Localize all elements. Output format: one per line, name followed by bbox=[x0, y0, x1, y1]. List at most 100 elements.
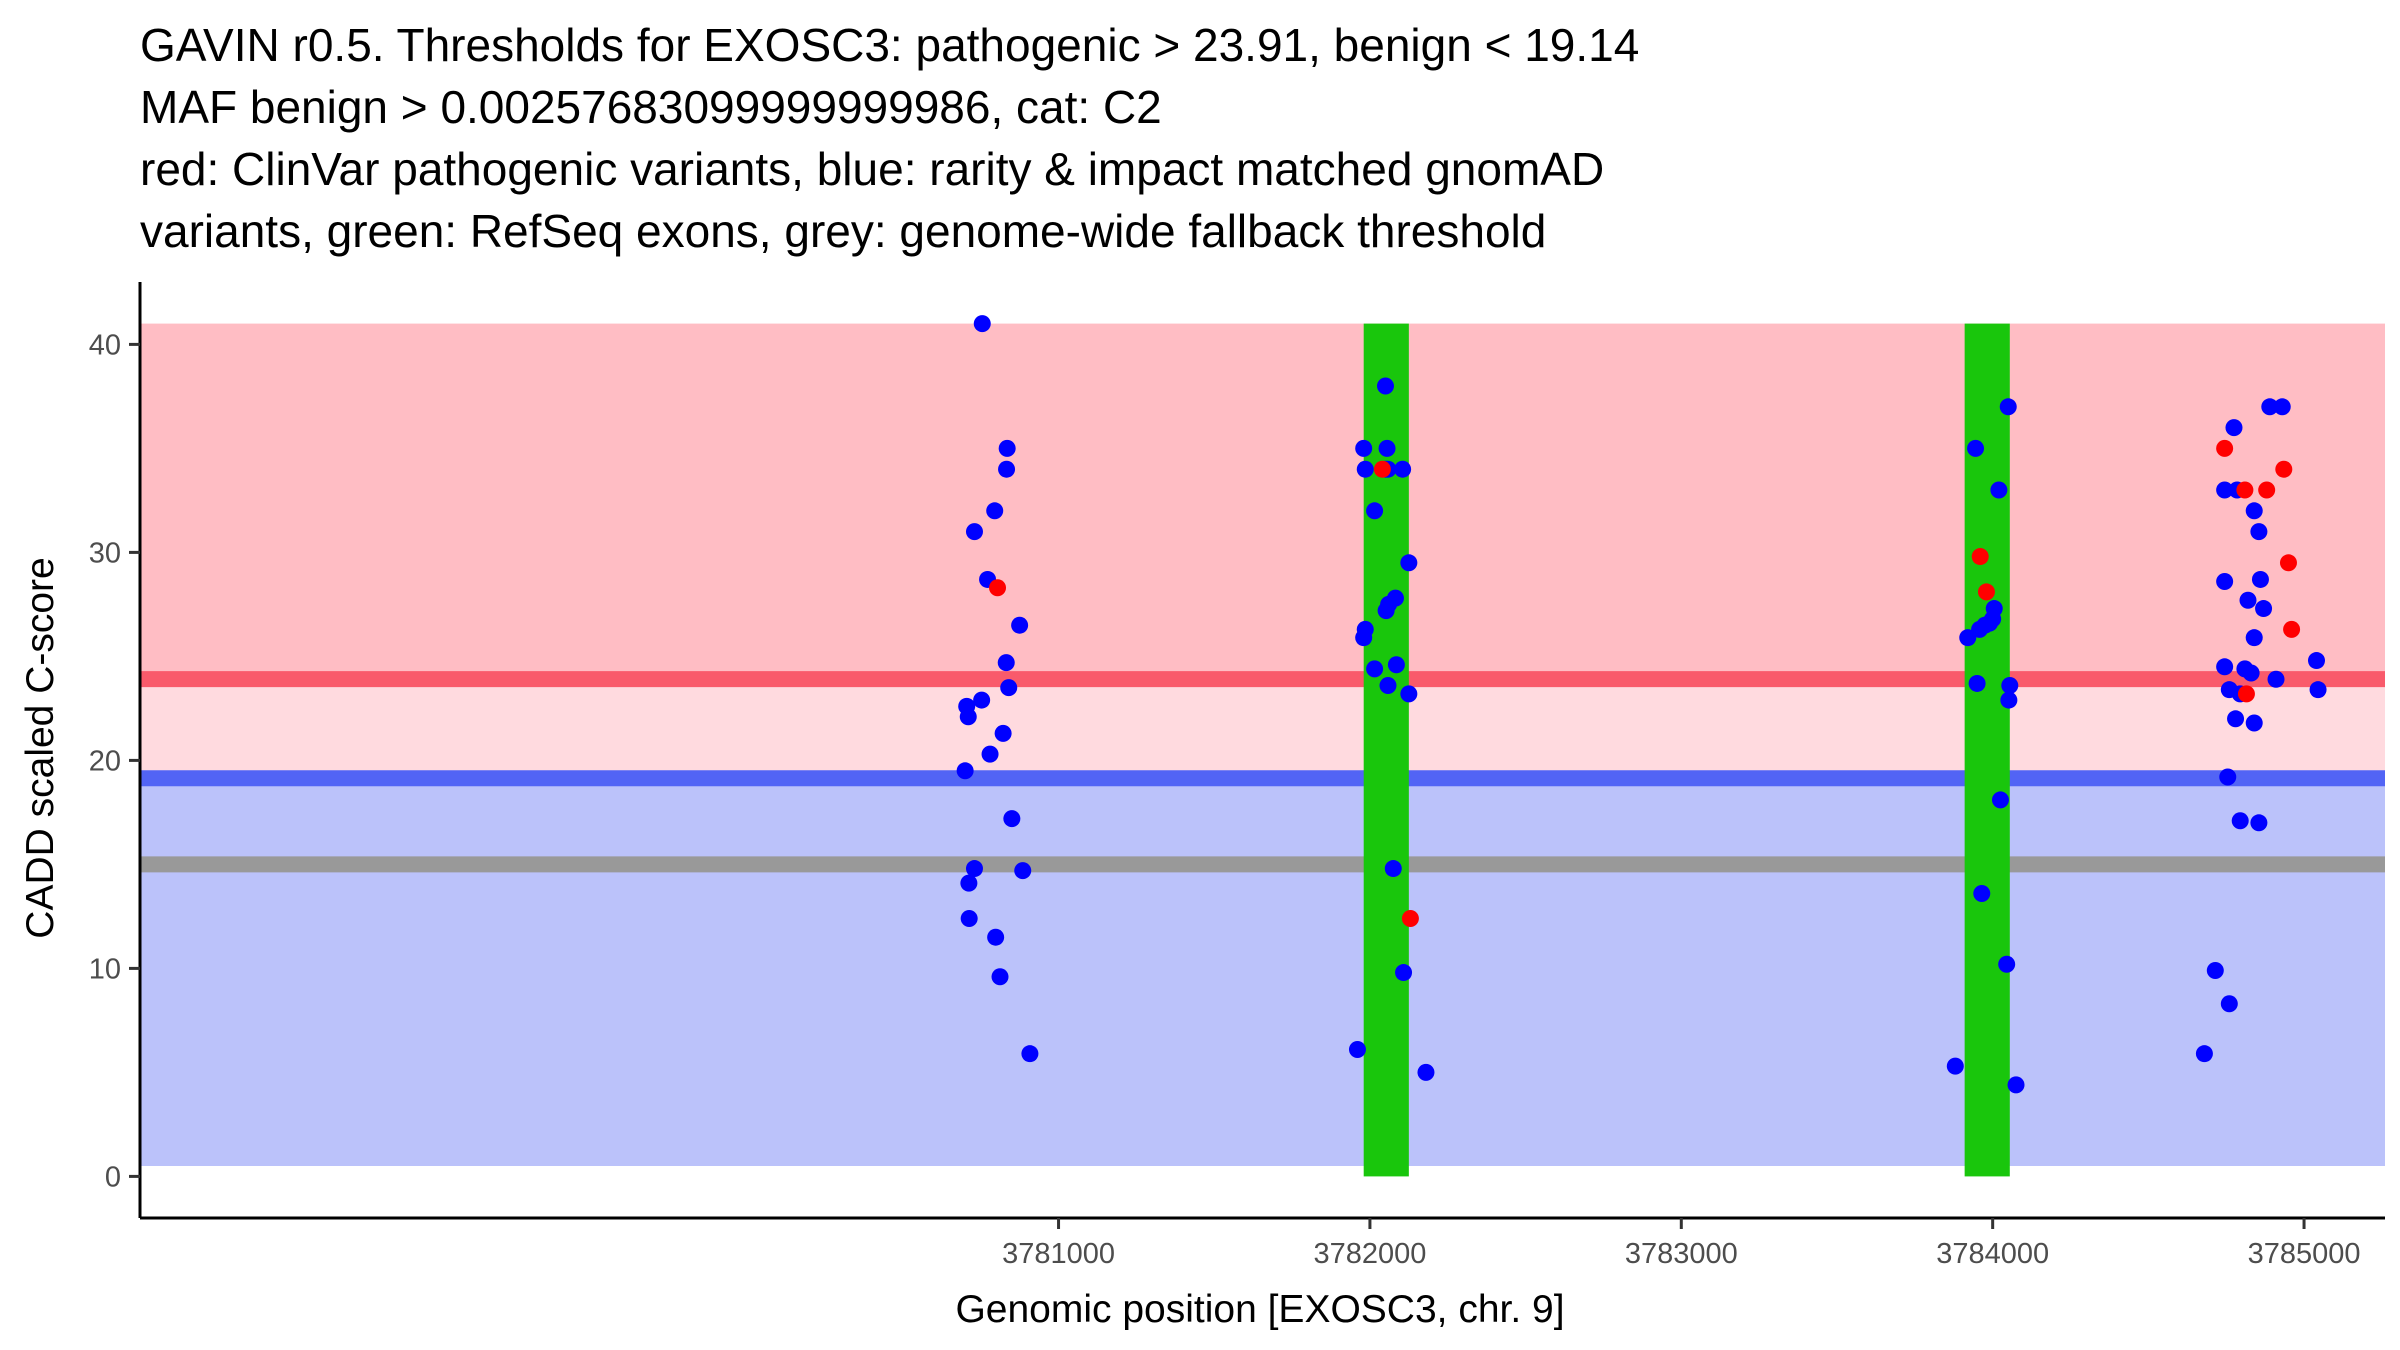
gnomad-point bbox=[2227, 710, 2245, 728]
gnomad-point bbox=[2309, 681, 2327, 699]
gnomad-point bbox=[1971, 620, 1989, 638]
clinvar-point bbox=[2258, 481, 2276, 499]
exon-region-2 bbox=[1964, 323, 2010, 1177]
clinvar-point bbox=[1373, 460, 1391, 478]
gnomad-point bbox=[1387, 656, 1405, 674]
gnomad-point bbox=[2250, 523, 2268, 541]
gnomad-point bbox=[998, 460, 1016, 478]
gnomad-point bbox=[956, 762, 974, 780]
gnomad-point bbox=[2216, 481, 2234, 499]
gnomad-point bbox=[1348, 1041, 1366, 1059]
gnomad-point bbox=[1998, 955, 2016, 973]
clinvar-point bbox=[2279, 554, 2297, 572]
gnomad-point bbox=[1376, 377, 1394, 395]
gnomad-point bbox=[2251, 570, 2269, 588]
gnomad-point bbox=[1355, 439, 1373, 457]
gnomad-point bbox=[2245, 502, 2263, 520]
gnomad-point bbox=[959, 708, 977, 726]
pathogenic-region bbox=[140, 323, 2385, 680]
clinvar-point bbox=[1401, 909, 1419, 927]
benign-region bbox=[140, 778, 2385, 1166]
clinvar-point bbox=[1977, 583, 1995, 601]
gnomad-point bbox=[1003, 810, 1021, 828]
gnomad-point bbox=[1377, 602, 1395, 620]
gnomad-point bbox=[1959, 629, 1977, 647]
x-tick-label: 3784000 bbox=[1936, 1238, 2049, 1270]
gnomad-point bbox=[2250, 814, 2268, 832]
gnomad-point bbox=[1000, 679, 1018, 697]
gnomad-point bbox=[960, 909, 978, 927]
gnomad-point bbox=[2216, 573, 2234, 591]
gnomad-point bbox=[1355, 629, 1373, 647]
gnomad-point bbox=[2206, 961, 2224, 979]
title-line-4: variants, green: RefSeq exons, grey: gen… bbox=[140, 205, 1547, 257]
gnomad-point bbox=[1366, 660, 1384, 678]
gnomad-point bbox=[1378, 439, 1396, 457]
clinvar-point bbox=[2275, 460, 2293, 478]
x-tick-label: 3781000 bbox=[1002, 1238, 1115, 1270]
gnomad-point bbox=[1356, 460, 1374, 478]
gnomad-point bbox=[965, 860, 983, 878]
gnomad-point bbox=[1021, 1045, 1039, 1063]
x-tick-label: 3785000 bbox=[2248, 1238, 2361, 1270]
clinvar-point bbox=[2216, 439, 2234, 457]
gnomad-point bbox=[1991, 791, 2009, 809]
gnomad-point bbox=[1384, 860, 1402, 878]
y-tick-label: 20 bbox=[89, 745, 121, 777]
clinvar-point bbox=[1971, 548, 1989, 566]
gnomad-point bbox=[2261, 398, 2279, 416]
variant-points bbox=[956, 315, 2327, 1094]
gnomad-point bbox=[1999, 398, 2017, 416]
threshold-bands bbox=[140, 323, 2385, 1166]
gnomad-point bbox=[2273, 398, 2291, 416]
gnomad-point bbox=[1990, 481, 2008, 499]
gnomad-point bbox=[965, 523, 983, 541]
y-tick-label: 30 bbox=[89, 537, 121, 569]
gnomad-point bbox=[2245, 629, 2263, 647]
gnomad-point bbox=[1400, 685, 1418, 703]
gnomad-point bbox=[973, 691, 991, 709]
gnomad-point bbox=[998, 439, 1016, 457]
gnomad-point bbox=[991, 968, 1009, 986]
gnomad-point bbox=[2001, 677, 2019, 695]
gnomad-point bbox=[2267, 670, 2285, 688]
gnomad-point bbox=[2195, 1045, 2213, 1063]
gnomad-point bbox=[2239, 591, 2257, 609]
gnomad-point bbox=[2231, 812, 2249, 830]
gnomad-point bbox=[973, 315, 991, 333]
gnomad-point bbox=[1968, 674, 1986, 692]
gnomad-point bbox=[1946, 1057, 1964, 1075]
gnomad-point bbox=[986, 502, 1004, 520]
gnomad-point bbox=[987, 928, 1005, 946]
gnomad-point bbox=[2000, 691, 2018, 709]
title-line-2: MAF benign > 0.00257683099999999986, cat… bbox=[140, 81, 1162, 133]
gnomad-point bbox=[1379, 677, 1397, 695]
title-line-3: red: ClinVar pathogenic variants, blue: … bbox=[140, 143, 1605, 195]
gnomad-point bbox=[1366, 502, 1384, 520]
x-axis-title: Genomic position [EXOSC3, chr. 9] bbox=[955, 1288, 1564, 1331]
clinvar-point bbox=[989, 579, 1007, 597]
gnomad-point bbox=[960, 874, 978, 892]
clinvar-point bbox=[2236, 481, 2254, 499]
clinvar-point bbox=[2283, 620, 2301, 638]
gnomad-point bbox=[1395, 964, 1413, 982]
title-line-1: GAVIN r0.5. Thresholds for EXOSC3: patho… bbox=[140, 19, 1640, 71]
gnomad-point bbox=[2245, 714, 2263, 732]
gnomad-point bbox=[2220, 995, 2238, 1013]
gnomad-point bbox=[1400, 554, 1418, 572]
gnomad-point bbox=[2219, 768, 2237, 786]
gnomad-point bbox=[1014, 862, 1032, 880]
gnomad-point bbox=[994, 724, 1012, 742]
gnomad-point bbox=[1394, 460, 1412, 478]
axes: 0 10 20 30 40 3781000 3782000 3783000 3784000 378… bbox=[89, 282, 2385, 1270]
gnomad-point bbox=[2225, 419, 2243, 437]
gnomad-point bbox=[2007, 1076, 2025, 1094]
y-tick-label: 10 bbox=[89, 953, 121, 985]
gnomad-point bbox=[1417, 1063, 1435, 1081]
gnomad-point bbox=[2242, 664, 2260, 682]
x-tick-label: 3782000 bbox=[1313, 1238, 1426, 1270]
gnomad-point bbox=[2255, 600, 2273, 618]
intermediate-region bbox=[140, 679, 2385, 779]
gnomad-point bbox=[1967, 439, 1985, 457]
